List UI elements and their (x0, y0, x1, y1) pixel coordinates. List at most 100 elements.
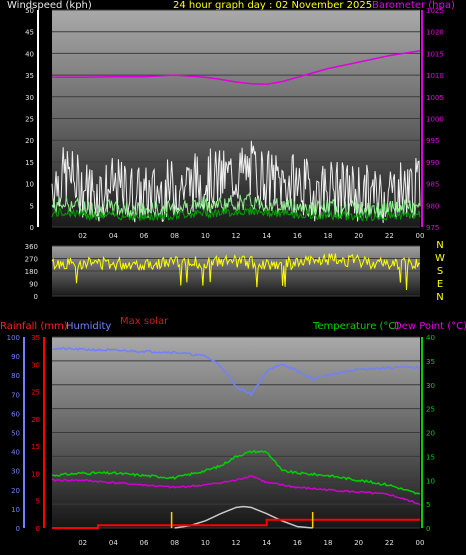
temperature-label: Temperature (°C) (313, 321, 400, 332)
wind-x-tick-label: 18 (324, 232, 333, 240)
barometer-tick-label: 980 (426, 202, 439, 210)
humidity-tick-label: 90 (11, 353, 20, 361)
barometer-tick-label: 985 (426, 181, 439, 189)
rainfall-label: Rainfall (mm) (0, 321, 68, 332)
humidity-tick-label: 40 (11, 449, 20, 457)
dew-point-label: Dew Point (°C) (394, 321, 466, 332)
wind-tick-label: 20 (25, 137, 34, 145)
barometer-tick-label: 995 (426, 137, 439, 145)
wind-x-tick-label: 10 (201, 232, 210, 240)
wind-tick-label: 0 (30, 224, 34, 232)
bottom-x-tick-label: 20 (354, 539, 363, 547)
temperature-tick-label: 25 (426, 406, 435, 414)
humidity-tick-label: 80 (11, 372, 20, 380)
rain-tick-label: 20 (31, 416, 40, 424)
humidity-tick-label: 70 (11, 391, 20, 399)
compass-label: E (437, 279, 443, 290)
direction-tick-label: 0 (34, 293, 38, 301)
humidity-label: Humidity (66, 321, 112, 332)
direction-tick-label: 90 (29, 281, 38, 289)
temperature-tick-label: 15 (426, 453, 435, 461)
compass-label: N (436, 292, 443, 303)
bottom-x-tick-label: 14 (262, 539, 271, 547)
wind-x-tick-label: 08 (170, 232, 179, 240)
max-solar-label: Max solar (120, 316, 169, 327)
humidity-tick-label: 20 (11, 487, 20, 495)
direction-tick-label: 270 (25, 256, 38, 264)
wind-x-tick-label: 16 (293, 232, 302, 240)
wind-tick-label: 30 (25, 94, 34, 102)
temperature-line (51, 449, 421, 495)
rain-tick-label: 15 (31, 443, 40, 451)
barometer-tick-label: 1005 (426, 94, 444, 102)
compass-label: W (435, 253, 445, 264)
compass-label: N (436, 240, 443, 251)
barometer-tick-label: 1010 (426, 72, 444, 80)
wind-tick-label: 10 (25, 181, 34, 189)
temperature-tick-label: 5 (426, 501, 430, 509)
bottom-x-tick-label: 02 (78, 539, 87, 547)
rain-tick-label: 10 (31, 470, 40, 478)
windspeed-label: Windspeed (kph) (7, 0, 92, 11)
bottom-x-tick-label: 08 (170, 539, 179, 547)
bottom-x-tick-label: 00 (416, 539, 425, 547)
temperature-tick-label: 30 (426, 382, 435, 390)
wind-x-tick-label: 04 (109, 232, 118, 240)
bottom-x-tick-label: 22 (385, 539, 394, 547)
humidity-line (51, 346, 421, 397)
bottom-x-tick-label: 06 (140, 539, 149, 547)
wind-x-tick-label: 12 (232, 232, 241, 240)
humidity-tick-label: 60 (11, 410, 20, 418)
wind-x-tick-label: 02 (78, 232, 87, 240)
bottom-x-tick-label: 16 (293, 539, 302, 547)
wind-x-tick-label: 00 (416, 232, 425, 240)
wind-tick-label: 5 (30, 202, 34, 210)
barometer-tick-label: 1020 (426, 29, 444, 37)
wind-average-line (51, 206, 421, 223)
wind-direction-line (51, 253, 420, 291)
compass-label: S (437, 266, 443, 277)
rainfall-line (52, 518, 420, 529)
dew-point-line (51, 474, 421, 506)
barometer-tick-label: 1025 (426, 7, 444, 15)
humidity-tick-label: 0 (16, 525, 20, 533)
rain-tick-label: 25 (31, 389, 40, 397)
graph-title: 24 hour graph day : 02 November 2025 (173, 0, 373, 11)
wind-x-tick-label: 20 (354, 232, 363, 240)
rain-tick-label: 5 (36, 498, 40, 506)
humidity-tick-label: 100 (7, 334, 20, 342)
direction-tick-label: 360 (25, 243, 38, 251)
humidity-tick-label: 30 (11, 468, 20, 476)
temperature-tick-label: 40 (426, 334, 435, 342)
wind-x-tick-label: 22 (385, 232, 394, 240)
humidity-tick-label: 10 (11, 506, 20, 514)
wind-x-tick-label: 14 (262, 232, 271, 240)
wind-tick-label: 25 (25, 116, 34, 124)
bottom-x-tick-label: 04 (109, 539, 118, 547)
barometer-tick-label: 1015 (426, 50, 444, 58)
solar-line (174, 505, 313, 529)
rain-tick-label: 30 (31, 361, 40, 369)
direction-tick-label: 180 (25, 268, 38, 276)
bottom-x-tick-label: 18 (324, 539, 333, 547)
barometer-tick-label: 975 (426, 224, 439, 232)
temperature-tick-label: 0 (426, 525, 430, 533)
wind-x-tick-label: 06 (140, 232, 149, 240)
temperature-tick-label: 10 (426, 477, 435, 485)
barometer-line (52, 50, 421, 85)
bottom-x-tick-label: 12 (232, 539, 241, 547)
wind-tick-label: 45 (25, 29, 34, 37)
temperature-tick-label: 20 (426, 430, 435, 438)
wind-tick-label: 50 (25, 7, 34, 15)
wind-tick-label: 15 (25, 159, 34, 167)
humidity-tick-label: 50 (11, 430, 20, 438)
wind-tick-label: 40 (25, 50, 34, 58)
rain-tick-label: 35 (31, 334, 40, 342)
barometer-tick-label: 990 (426, 159, 439, 167)
bottom-x-tick-label: 10 (201, 539, 210, 547)
barometer-tick-label: 1000 (426, 116, 444, 124)
barometer-label: Barometer (hpa) (372, 0, 455, 11)
windspeed-line (51, 140, 421, 223)
